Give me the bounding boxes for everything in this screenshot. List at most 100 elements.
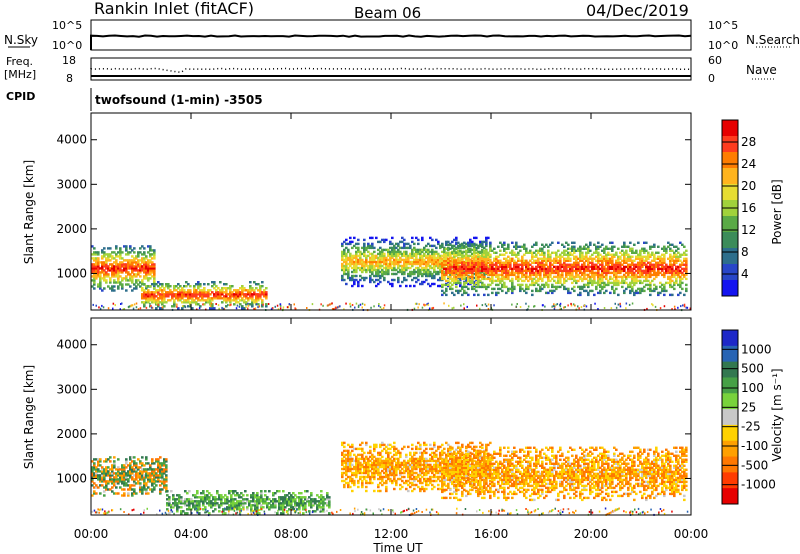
heatmap-cell: [261, 285, 264, 288]
heatmap-cell: [441, 289, 444, 293]
heatmap-cell: [286, 494, 289, 497]
heatmap-cell: [439, 264, 442, 268]
heatmap-cell: [559, 259, 562, 262]
heatmap-cell: [381, 274, 384, 278]
heatmap-cell: [183, 285, 186, 288]
heatmap-cell: [673, 275, 676, 279]
heatmap-cell: [595, 271, 598, 275]
heatmap-cell: [627, 271, 630, 275]
heatmap-cell: [557, 269, 560, 273]
heatmap-cell: [218, 307, 220, 310]
heatmap-cell: [172, 502, 175, 505]
heatmap-cell: [91, 257, 94, 260]
heatmap-cell: [133, 456, 136, 459]
heatmap-cell: [205, 295, 208, 298]
heatmap-cell: [601, 261, 604, 264]
heatmap-cell: [683, 305, 686, 308]
heatmap-cell: [109, 253, 112, 256]
heatmap-cell: [300, 496, 303, 499]
heatmap-cell: [347, 449, 350, 453]
heatmap-cell: [405, 258, 408, 262]
heatmap-cell: [354, 306, 356, 309]
heatmap-cell: [639, 265, 642, 269]
heatmap-cell: [427, 274, 430, 278]
heatmap-cell: [647, 287, 650, 291]
heatmap-cell: [353, 282, 356, 286]
heatmap-cell: [166, 498, 169, 501]
heatmap-cell: [113, 275, 116, 278]
heatmap-cell: [165, 293, 168, 296]
heatmap-cell: [485, 305, 488, 307]
heatmap-cell: [365, 256, 368, 260]
heatmap-cell: [599, 279, 602, 283]
heatmap-cell: [181, 289, 184, 292]
heatmap-cell: [147, 273, 150, 276]
heatmap-cell: [147, 293, 150, 296]
heatmap-cell: [557, 275, 560, 279]
heatmap-cell: [425, 266, 428, 270]
heatmap-cell: [585, 269, 588, 273]
heatmap-cell: [535, 253, 538, 256]
heatmap-cell: [119, 261, 122, 264]
heatmap-cell: [665, 289, 668, 293]
heatmap-cell: [441, 257, 444, 260]
heatmap-cell: [610, 307, 613, 310]
heatmap-cell: [669, 283, 672, 287]
heatmap-cell: [198, 307, 201, 310]
heatmap-cell: [645, 283, 648, 287]
heatmap-cell: [159, 462, 162, 465]
heatmap-cell: [537, 279, 540, 283]
heatmap-cell: [229, 285, 232, 288]
heatmap-cell: [141, 283, 144, 286]
heatmap-cell: [591, 269, 594, 273]
heatmap-cell: [483, 246, 486, 250]
heatmap-cell: [539, 285, 542, 289]
heatmap-cell: [653, 267, 656, 271]
heatmap-cell: [202, 502, 205, 505]
heatmap-cell: [477, 277, 480, 281]
heatmap-cell: [288, 303, 291, 306]
heatmap-cell: [547, 269, 550, 273]
heatmap-cell: [483, 272, 486, 276]
heatmap-cell: [105, 265, 108, 268]
heatmap-cell: [441, 277, 444, 281]
heatmap-cell: [475, 263, 478, 266]
heatmap-cell: [123, 480, 126, 483]
heatmap-cell: [615, 253, 618, 256]
heatmap-cell: [255, 295, 258, 298]
heatmap-cell: [125, 460, 128, 463]
heatmap-cell: [501, 243, 504, 246]
heatmap-cell: [615, 279, 618, 283]
heatmap-cell: [254, 500, 257, 503]
heatmap-cell: [583, 273, 586, 277]
heatmap-cell: [212, 504, 215, 507]
heatmap-cell: [575, 267, 578, 271]
heatmap-cell: [115, 261, 118, 264]
heatmap-cell: [115, 259, 118, 262]
heatmap-cell: [183, 293, 186, 296]
heatmap-cell: [159, 283, 162, 286]
heatmap-cell: [387, 272, 390, 276]
heatmap-cell: [451, 271, 454, 275]
heatmap-cell: [409, 272, 412, 276]
heatmap-cell: [505, 259, 508, 262]
heatmap-cell: [535, 273, 538, 277]
heatmap-cell: [525, 287, 528, 291]
heatmap-cell: [95, 474, 98, 477]
heatmap-cell: [229, 289, 232, 292]
heatmap-cell: [383, 254, 386, 258]
heatmap-cell: [425, 268, 428, 272]
heatmap-cell: [499, 279, 502, 283]
heatmap-cell: [355, 473, 358, 477]
heatmap-cell: [107, 265, 110, 268]
heatmap-cell: [471, 279, 474, 283]
heatmap-cell: [565, 263, 568, 266]
heatmap-cell: [113, 466, 116, 469]
heatmap-cell: [479, 254, 482, 258]
heatmap-cell: [599, 257, 602, 260]
heatmap-cell: [123, 470, 126, 473]
heatmap-cell: [113, 271, 116, 274]
heatmap-cell: [155, 472, 158, 475]
heatmap-cell: [391, 282, 394, 286]
heatmap-cell: [487, 236, 490, 240]
